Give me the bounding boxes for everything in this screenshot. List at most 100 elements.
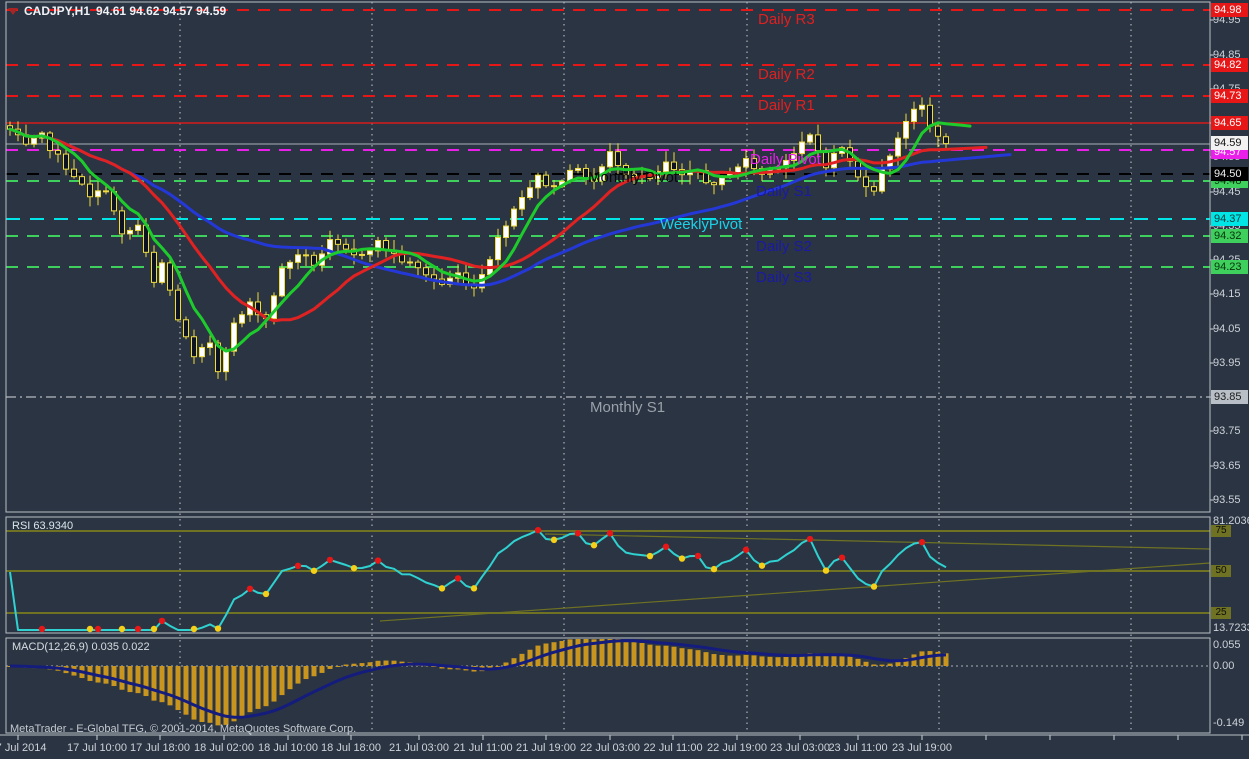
macd-histogram-bar xyxy=(439,666,445,669)
candle-body xyxy=(751,158,757,170)
candle-body xyxy=(79,176,85,185)
symbol-dropdown-icon[interactable] xyxy=(8,7,18,15)
candle-body xyxy=(927,104,933,127)
candle-body xyxy=(231,322,237,352)
candle-body xyxy=(375,240,381,252)
macd-histogram-bar xyxy=(255,666,261,709)
candle-body xyxy=(303,254,309,257)
macd-histogram-bar xyxy=(303,666,309,680)
rsi-trough-dot xyxy=(470,585,478,592)
macd-histogram-bar xyxy=(231,666,237,722)
rsi-trough-dot xyxy=(150,625,158,633)
macd-histogram-bar xyxy=(743,654,749,666)
rsi-peak-dot xyxy=(294,562,302,570)
macd-histogram-bar xyxy=(735,655,741,666)
rsi-peak-dot xyxy=(606,530,614,537)
rsi-trough-dot xyxy=(214,625,222,632)
macd-histogram-bar xyxy=(927,651,933,666)
rsi-trough-dot xyxy=(822,567,830,574)
macd-histogram-bar xyxy=(847,656,853,666)
rsi-peak-dot xyxy=(694,552,702,560)
macd-histogram-bar xyxy=(607,639,613,666)
macd-histogram-bar xyxy=(503,662,509,666)
macd-histogram-bar xyxy=(767,656,773,666)
candle-body xyxy=(135,224,141,231)
candle-body xyxy=(511,208,517,227)
macd-histogram-bar xyxy=(215,666,221,726)
candle-body xyxy=(575,167,581,171)
macd-histogram-bar xyxy=(679,648,685,666)
candle-body xyxy=(279,267,285,297)
rsi-trough-dot xyxy=(758,562,766,569)
rsi-pane-border xyxy=(5,516,1211,634)
macd-histogram-bar xyxy=(191,666,197,720)
candle-body xyxy=(431,274,437,280)
macd-histogram-bar xyxy=(319,666,325,673)
candle-body xyxy=(519,197,525,210)
macd-histogram-bar xyxy=(239,666,245,718)
macd-histogram-bar xyxy=(271,666,277,702)
candle-body xyxy=(151,251,157,283)
candle-body xyxy=(647,176,653,180)
macd-histogram-bar xyxy=(783,656,789,666)
main-pane-border xyxy=(5,1,1211,513)
macd-histogram-bar xyxy=(383,660,389,666)
candle-body xyxy=(71,168,77,178)
macd-histogram-bar xyxy=(511,658,517,666)
macd-histogram-bar xyxy=(119,666,125,690)
candle-body xyxy=(663,161,669,173)
rsi-trough-dot xyxy=(310,567,318,574)
macd-histogram-bar xyxy=(831,655,837,666)
candle-body xyxy=(503,225,509,238)
macd-histogram-bar xyxy=(247,666,253,713)
candle-body xyxy=(527,187,533,199)
candle-body xyxy=(343,243,349,250)
rsi-peak-dot xyxy=(662,543,670,550)
candle-body xyxy=(415,261,421,269)
macd-histogram-bar xyxy=(335,666,341,667)
macd-histogram-bar xyxy=(311,666,317,677)
rsi-peak-dot xyxy=(454,575,462,582)
ma-line-ma-fast xyxy=(8,121,972,353)
rsi-peak-dot xyxy=(134,625,142,633)
candle-body xyxy=(175,289,181,321)
macd-histogram-bar xyxy=(647,644,653,666)
rsi-peak-dot xyxy=(534,526,542,534)
candle-body xyxy=(223,350,229,373)
macd-histogram-bar xyxy=(279,666,285,696)
macd-histogram-bar xyxy=(159,666,165,703)
rsi-peak-dot xyxy=(918,538,926,546)
macd-histogram-bar xyxy=(103,666,109,684)
macd-histogram-bar xyxy=(775,657,781,666)
candle-body xyxy=(103,190,109,193)
macd-histogram-bar xyxy=(151,666,157,701)
macd-histogram-bar xyxy=(575,639,581,666)
candle-body xyxy=(55,150,61,155)
macd-histogram-bar xyxy=(199,666,205,722)
macd-histogram-bar xyxy=(871,664,877,666)
macd-histogram-bar xyxy=(519,653,525,666)
rsi-peak-dot xyxy=(158,617,166,625)
rsi-indicator-label: RSI 63.9340 xyxy=(12,520,74,532)
ma-line-ma-medium xyxy=(8,127,988,323)
candle-body xyxy=(535,174,541,189)
macd-histogram-bar xyxy=(111,666,117,687)
candle-body xyxy=(903,121,909,139)
candle-body xyxy=(607,151,613,168)
candle-body xyxy=(711,182,717,186)
candle-body xyxy=(807,134,813,143)
macd-pane-border xyxy=(5,637,1211,734)
macd-histogram-bar xyxy=(895,661,901,666)
macd-histogram-bar xyxy=(855,658,861,666)
candle-body xyxy=(119,210,125,235)
macd-histogram-bar xyxy=(567,639,573,666)
candle-body xyxy=(911,108,917,123)
macd-histogram-bar xyxy=(167,666,173,706)
candle-body xyxy=(831,152,837,169)
macd-histogram-bar xyxy=(327,666,333,669)
macd-histogram-bar xyxy=(559,640,565,666)
rsi-trough-dot xyxy=(678,555,686,562)
macd-histogram-bar xyxy=(671,646,677,666)
macd-histogram-bar xyxy=(687,649,693,666)
